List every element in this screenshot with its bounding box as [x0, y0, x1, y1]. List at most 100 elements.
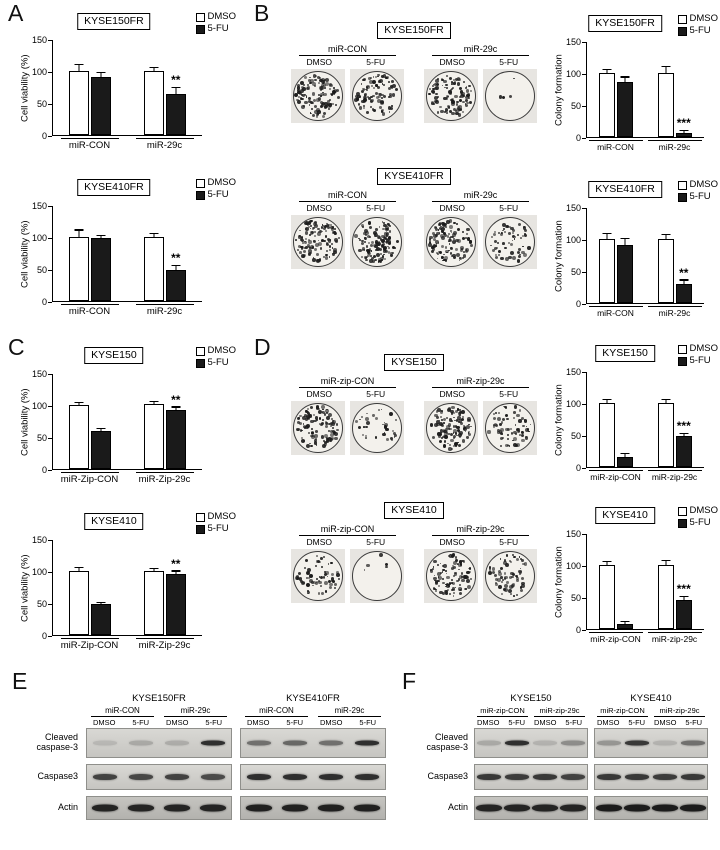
significance-marker: ***	[676, 582, 691, 597]
blot-band	[477, 740, 501, 746]
petri-dish	[426, 403, 476, 453]
legend-label: 5-FU	[207, 357, 229, 368]
colony-lane-label: DMSO	[439, 389, 466, 399]
error-bar-line	[683, 131, 685, 134]
error-bar	[171, 406, 181, 411]
petri-dish	[293, 551, 343, 601]
blot-lane-label: DMSO	[654, 718, 677, 727]
bar-group-mir-con	[599, 232, 634, 303]
blot-band	[165, 740, 189, 746]
y-tick-label: 0	[575, 133, 581, 143]
y-tick-mark	[582, 467, 586, 469]
error-bar	[661, 66, 671, 73]
blot-subgroup-label: miR-zip-29c	[654, 705, 705, 717]
x-axis-labels: miR-CON miR-29c	[586, 140, 704, 152]
legend-swatch-5-fu	[195, 24, 205, 34]
colony-title-row: KYSE410FR	[377, 166, 451, 185]
blot-row-label: Actin	[447, 802, 468, 813]
blot-subgroup-label: miR-zip-29c	[534, 705, 585, 717]
blot-group: KYSE410FR miR-CON miR-29c DMSO 5-FU DMSO 5-FU	[240, 692, 386, 826]
chart-kyse410-colony-formation: KYSE410 DMSO 5-FU Colony formation 0 50 100 150…	[552, 505, 719, 662]
error-bar-line	[606, 400, 608, 403]
bar-rect	[165, 410, 186, 469]
y-tick-mark	[582, 73, 586, 75]
y-tick-mark	[48, 301, 52, 303]
legend-label: 5-FU	[207, 523, 229, 534]
y-tick-label: 150	[31, 201, 47, 211]
significance-marker: ***	[676, 418, 691, 433]
error-bar	[602, 69, 612, 73]
legend-swatch-dmso	[677, 506, 687, 516]
error-bar-cap	[149, 67, 159, 69]
y-tick-mark	[582, 533, 586, 535]
chart-header: KYSE150 DMSO 5-FU	[552, 343, 719, 370]
blot-band	[319, 774, 343, 780]
bar-rect	[657, 403, 674, 467]
plot-row: Cell viability (%) 0 50 100 150 **	[18, 535, 236, 641]
legend-item-5-fu: 5-FU	[677, 355, 719, 367]
blot-row-label: Cleaved caspase-3	[36, 732, 78, 752]
legend-swatch-5-fu	[677, 192, 687, 202]
blot-subgroup-label: miR-29c	[318, 705, 381, 717]
error-bar-cap	[74, 64, 84, 66]
error-bar-line	[624, 454, 626, 457]
y-axis-ticks: 0 50 100 150	[32, 535, 52, 641]
y-tick-mark	[48, 373, 52, 375]
chart-kyse150fr-colony-formation: KYSE150FR DMSO 5-FU Colony formation 0 50 100 1…	[552, 13, 719, 170]
blot-band	[354, 804, 380, 812]
blot-strip-cleaved-caspase-3	[240, 728, 386, 758]
y-tick-label: 150	[565, 529, 581, 539]
y-tick-label: 0	[575, 625, 581, 635]
bar-rect	[675, 599, 692, 629]
error-bar-cap	[620, 76, 630, 78]
blot-strip-cleaved-caspase-3	[86, 728, 232, 758]
error-bar	[96, 71, 106, 77]
blot-lane-label: 5-FU	[685, 718, 703, 727]
legend-label: DMSO	[207, 345, 237, 356]
colony-dishes	[291, 401, 404, 455]
blot-lane-labels: DMSO 5-FU DMSO 5-FU	[474, 717, 588, 728]
blot-band	[505, 774, 529, 780]
bar-rect	[617, 623, 634, 629]
error-bar-line	[100, 429, 102, 431]
petri-dish	[352, 71, 402, 121]
bar-dmso	[69, 401, 90, 469]
error-bar	[661, 398, 671, 403]
y-tick-label: 50	[570, 431, 581, 441]
dish-photo	[291, 549, 345, 603]
colony-lane-label: DMSO	[306, 203, 333, 213]
error-bar-line	[78, 230, 80, 237]
chart-header: KYSE410FR DMSO 5-FU	[552, 179, 718, 206]
panel-label-b: B	[254, 0, 270, 26]
y-tick-mark	[582, 371, 586, 373]
colony-groups: miR-zip-CON DMSO 5-FU miR-zip-29c DMSO 5-FU	[291, 524, 537, 603]
x-group-label: miR-Zip-CON	[60, 638, 119, 651]
colony-title-row: KYSE150FR	[377, 20, 451, 39]
error-bar	[620, 237, 630, 246]
error-bar-line	[606, 70, 608, 73]
y-tick-label: 0	[575, 463, 581, 473]
legend-swatch-5-fu	[677, 518, 687, 528]
bar-rect	[599, 239, 616, 303]
colony-images-kyse150fr: KYSE150FR miR-CON DMSO 5-FU miR-29c DMSO 5-FU	[282, 20, 546, 123]
blot-cell-line-label: KYSE410	[630, 693, 672, 704]
petri-dish	[485, 403, 535, 453]
error-bar-line	[100, 72, 102, 77]
y-tick-mark	[48, 571, 52, 573]
bar-5-fu	[617, 76, 634, 137]
blot-strip-caspase3	[594, 764, 708, 790]
colony-groups: miR-zip-CON DMSO 5-FU miR-zip-29c DMSO 5-FU	[291, 376, 537, 455]
bar-5-fu: **	[165, 74, 186, 135]
panel-label-a: A	[8, 0, 24, 26]
y-tick-label: 150	[31, 35, 47, 45]
error-bar	[149, 67, 159, 71]
blot-group: KYSE410 miR-zip-CON miR-zip-29c DMSO 5-FU DMS…	[594, 692, 708, 826]
petri-dish	[485, 217, 535, 267]
bar-group-mir-zip-29c: **	[143, 394, 186, 469]
petri-dish	[426, 217, 476, 267]
x-group-label: miR-Zip-29c	[135, 472, 194, 485]
error-bar-line	[683, 280, 685, 284]
error-bar-cap	[149, 567, 159, 570]
y-axis-label: Colony formation	[553, 384, 565, 456]
y-tick-label: 150	[565, 367, 581, 377]
